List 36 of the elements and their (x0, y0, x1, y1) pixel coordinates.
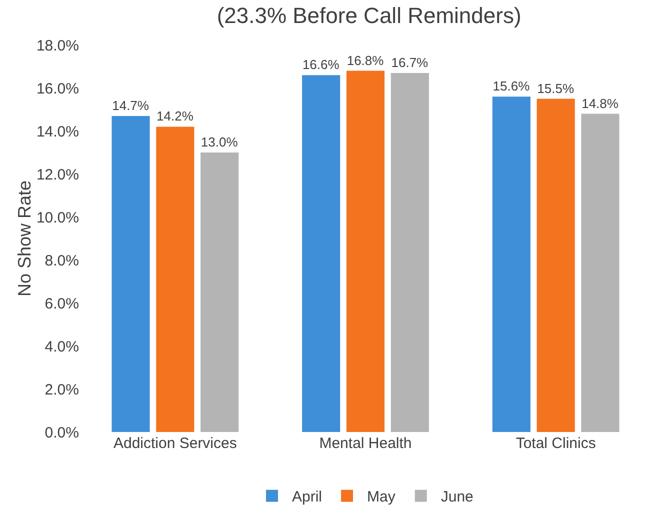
data-label: 13.0% (200, 134, 238, 150)
bar (346, 70, 385, 432)
bar (581, 114, 620, 432)
x-tick-label: Addiction Services (113, 435, 237, 452)
data-label: 16.8% (346, 52, 384, 68)
legend-label: April (292, 488, 322, 506)
bar (390, 72, 429, 432)
data-label: 14.7% (112, 98, 150, 113)
x-tick-label: Mental Health (319, 435, 412, 452)
x-tick-label: Total Clinics (516, 435, 596, 452)
legend-label: June (440, 488, 474, 506)
y-tick-label: 2.0% (44, 381, 79, 398)
y-tick-label: 14.0% (36, 123, 79, 140)
y-tick-label: 0.0% (44, 424, 79, 442)
y-tick-label: 8.0% (44, 252, 79, 270)
y-tick-label: 4.0% (44, 338, 79, 356)
data-label: 14.8% (582, 96, 619, 111)
y-axis-title: No Show Rate (14, 180, 34, 297)
bar (112, 116, 150, 432)
bar (302, 75, 340, 432)
y-tick-label: 18.0% (36, 37, 79, 54)
y-tick-label: 6.0% (44, 295, 79, 312)
y-tick-label: 10.0% (36, 209, 79, 226)
data-label: 15.5% (537, 80, 574, 96)
legend-label: May (367, 488, 396, 506)
data-label: 16.6% (302, 57, 340, 72)
bar (200, 152, 239, 432)
bar (492, 96, 530, 432)
data-label: 16.7% (391, 54, 429, 70)
bar (156, 126, 194, 432)
y-tick-label: 12.0% (36, 166, 79, 184)
y-tick-label: 16.0% (36, 80, 79, 98)
data-label: 15.6% (492, 78, 530, 94)
chart-title: (23.3% Before Call Reminders) (216, 3, 522, 28)
data-label: 14.2% (156, 108, 194, 124)
bar (536, 98, 575, 432)
